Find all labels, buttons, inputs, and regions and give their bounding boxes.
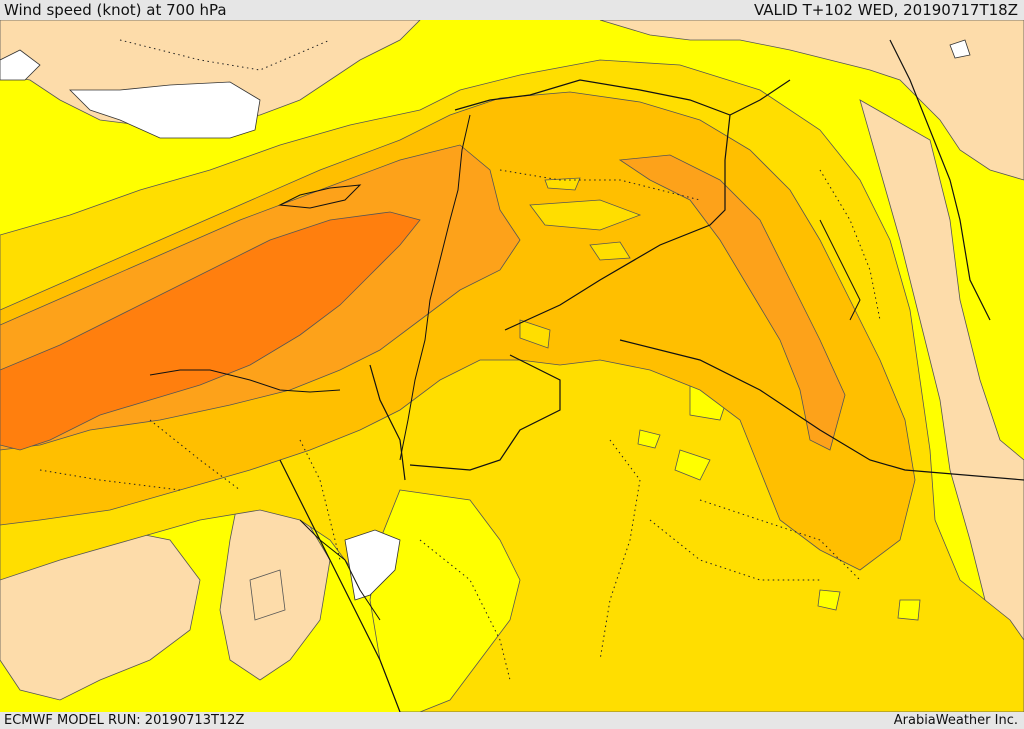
province-line-1 [119,39,331,71]
gold-hole-4 [519,319,551,349]
national-borders [279,39,1024,712]
border-sinai [369,364,406,481]
no-data-coast-west [0,49,41,81]
border-iran-iraq [889,39,991,321]
gold-hole-3 [544,177,581,191]
gold-holes [519,177,642,349]
coast-cyprus [278,184,362,209]
valid-time-label: VALID T+102 WED, 20190717T18Z [753,1,1018,19]
orange-band-iraq [618,154,846,451]
border-iraq-saudi [619,339,1024,481]
yellow-hole-3 [637,429,661,449]
province-boundaries [39,39,881,681]
coastlines [149,114,861,621]
amber-region [0,91,916,571]
peach-region-northeast [599,20,1024,181]
border-jordan-saudi [409,354,561,471]
model-run-label: ECMWF MODEL RUN: 20190713T12Z [4,713,245,728]
footer-bar: ECMWF MODEL RUN: 20190713T12Z ArabiaWeat… [0,712,1024,729]
province-line-6 [149,419,241,491]
province-line-8 [819,169,881,321]
wind-speed-map[interactable] [0,20,1024,712]
province-line-10 [649,519,820,581]
no-data-aegean [69,81,261,139]
yellow-hole-4 [897,599,921,621]
peach-patch-3 [249,569,286,621]
yellow-holes [369,379,921,712]
province-line-3 [599,439,641,661]
deep-orange-region [0,211,421,451]
no-data-red-sea [344,529,401,601]
border-egypt-sudan [279,459,401,712]
border-turkey-syria [454,79,791,116]
peach-region-east-strip [859,99,1024,712]
province-line-2 [499,169,701,201]
map-title: Wind speed (knot) at 700 hPa [4,1,227,19]
yellow-hole-2 [674,449,711,481]
gold-hole-1 [529,199,642,231]
coast-gulf [819,219,861,321]
no-data-areas [0,39,971,601]
gold-hole-2 [589,241,631,261]
map-canvas [0,20,1024,712]
yellow-hole-5 [817,589,841,611]
coast-levant [399,114,471,461]
province-line-9 [39,469,181,491]
province-line-5 [299,439,341,561]
coast-egypt-north [149,369,341,393]
border-syria-iraq [504,114,731,331]
credit-label: ArabiaWeather Inc. [893,713,1018,728]
yellow-hole-south-center [369,489,521,712]
no-data-caspian [949,39,971,59]
coast-red-sea-west [299,519,381,621]
header-bar: Wind speed (knot) at 700 hPa VALID T+102… [0,0,1024,20]
